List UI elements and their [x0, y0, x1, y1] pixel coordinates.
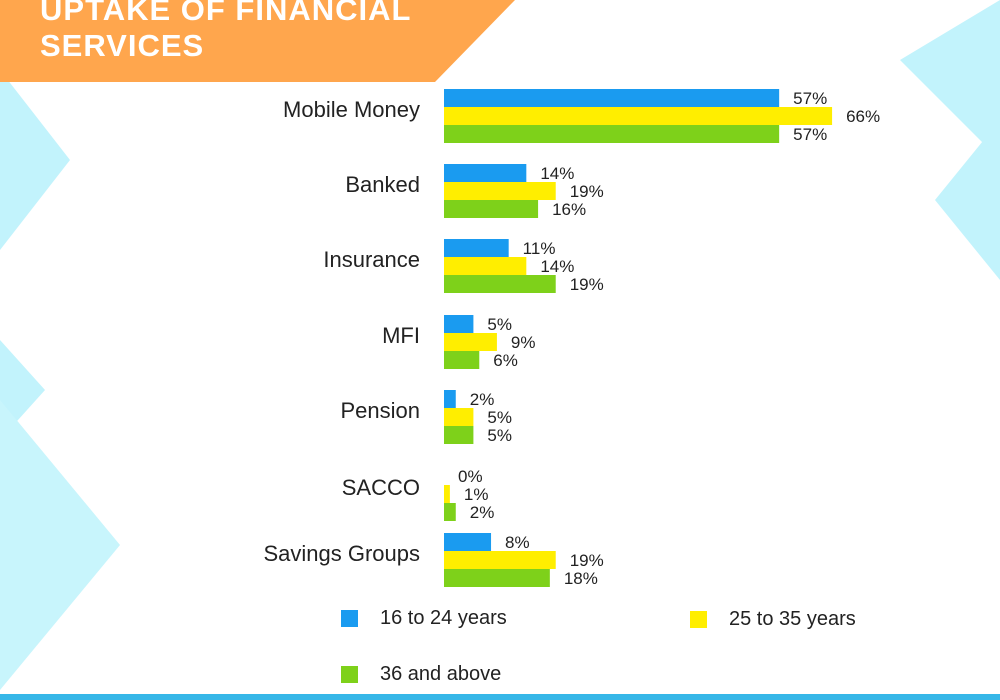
- bar: [444, 275, 556, 293]
- bar: [444, 485, 450, 503]
- bar: [444, 351, 480, 369]
- category-label: SACCO: [342, 475, 420, 500]
- bar: [444, 164, 527, 182]
- legend-label: 25 to 35 years: [729, 608, 856, 630]
- legend-swatch-series-3: [341, 666, 358, 683]
- legend-item-25-to-35: 25 to 35 years: [690, 608, 856, 631]
- data-label: 14%: [540, 257, 574, 276]
- bar: [444, 239, 509, 257]
- data-label: 2%: [470, 390, 495, 409]
- title-banner: [0, 0, 515, 82]
- bar: [444, 257, 527, 275]
- category-label: Mobile Money: [283, 97, 420, 122]
- legend-item-16-to-24: 16 to 24 years: [341, 607, 507, 630]
- data-label: 2%: [470, 503, 495, 522]
- bar: [444, 182, 556, 200]
- bar: [444, 426, 474, 444]
- bar: [444, 533, 492, 551]
- category-label: Savings Groups: [263, 541, 420, 566]
- bar: [444, 89, 780, 107]
- decor-shape-right-top: [900, 0, 1000, 160]
- data-label: 5%: [487, 426, 512, 445]
- title-banner-shape: [0, 0, 515, 82]
- bar: [444, 551, 556, 569]
- legend-label: 16 to 24 years: [380, 607, 507, 629]
- data-label: 5%: [487, 315, 512, 334]
- legend-item-36-and-above: 36 and above: [341, 663, 501, 686]
- data-label: 19%: [570, 275, 604, 294]
- category-label: MFI: [382, 323, 420, 348]
- data-label: 57%: [793, 89, 827, 108]
- bar: [444, 200, 539, 218]
- bar: [444, 408, 474, 426]
- data-label: 16%: [552, 200, 586, 219]
- data-label: 66%: [846, 107, 880, 126]
- data-label: 8%: [505, 533, 530, 552]
- category-label: Pension: [340, 398, 420, 423]
- decor-shape-left-top: [0, 70, 70, 250]
- legend-swatch-series-1: [341, 610, 358, 627]
- bar: [444, 503, 456, 521]
- category-label: Insurance: [323, 247, 420, 272]
- data-label: 9%: [511, 333, 536, 352]
- decor-shape-right-mid: [935, 120, 1000, 280]
- page-title: UPTAKE OF FINANCIAL SERVICES: [40, 0, 411, 63]
- decor-shape-left-bottom: [0, 400, 120, 690]
- bar: [444, 125, 780, 143]
- data-label: 6%: [493, 351, 518, 370]
- bar: [444, 333, 497, 351]
- data-label: 18%: [564, 569, 598, 588]
- category-label: Banked: [345, 172, 420, 197]
- bar: [444, 569, 550, 587]
- bar: [444, 315, 474, 333]
- data-label: 5%: [487, 408, 512, 427]
- data-label: 1%: [464, 485, 489, 504]
- data-label: 14%: [540, 164, 574, 183]
- data-label: 19%: [570, 551, 604, 570]
- data-label: 19%: [570, 182, 604, 201]
- bar: [444, 390, 456, 408]
- data-label: 0%: [458, 467, 483, 486]
- data-label: 11%: [523, 239, 556, 258]
- bottom-bar: [0, 694, 1000, 700]
- legend-label: 36 and above: [380, 663, 502, 685]
- data-label: 57%: [793, 125, 827, 144]
- bar: [444, 107, 833, 125]
- legend-swatch-series-2: [690, 611, 707, 628]
